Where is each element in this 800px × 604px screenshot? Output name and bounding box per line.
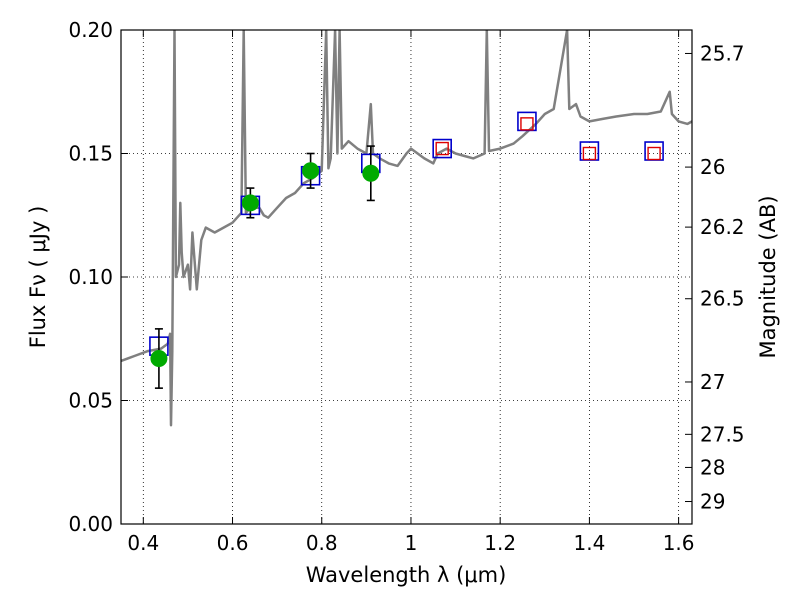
upper-limit-box [647,146,661,161]
model-flux-box [432,138,452,159]
y2-axis-label: Magnitude (AB) [756,195,780,358]
y-tick-label: 0.00 [68,512,113,536]
y-tick-label: 0.20 [68,18,113,42]
y2-tick-label: 29 [700,490,725,514]
y2-tick-label: 27 [700,370,725,394]
data-layer [121,30,692,427]
observed-flux-point [362,164,380,182]
y-axis-label: Flux Fν ( μJy ) [26,206,50,349]
observed-flux-point [302,162,320,180]
x-tick-label: 0.6 [217,531,249,555]
ticks: 0.4 0.6 0.8 1 1.2 1.4 1.6 0.00 0.05 0.10 0.15 0.20 2… [68,18,744,555]
observed-flux-point [241,194,259,212]
x-tick-label: 1 [405,531,418,555]
y2-tick-label: 26.2 [700,215,745,239]
x-tick-label: 0.4 [127,531,159,555]
x-tick-label: 1.4 [573,531,605,555]
y2-tick-label: 26 [700,155,725,179]
y2-tick-label: 27.5 [700,422,745,446]
y2-tick-label: 26.5 [700,287,745,311]
y2-tick-label: 28 [700,455,725,479]
y2-tick-label: 25.7 [700,41,745,65]
observed-flux-point [150,350,168,368]
x-axis-label: Wavelength λ (μm) [306,563,507,587]
x-tick-label: 0.8 [306,531,338,555]
y-tick-label: 0.10 [68,265,113,289]
y-tick-label: 0.05 [68,389,113,413]
x-tick-label: 1.2 [484,531,516,555]
upper-limit-box [582,146,597,161]
upper-limit-box [435,141,449,156]
upper-limit-box [520,117,534,131]
template-spectrum-line [121,30,692,427]
x-tick-label: 1.6 [663,531,695,555]
plot-background [121,30,692,524]
y-tick-label: 0.15 [68,142,113,166]
